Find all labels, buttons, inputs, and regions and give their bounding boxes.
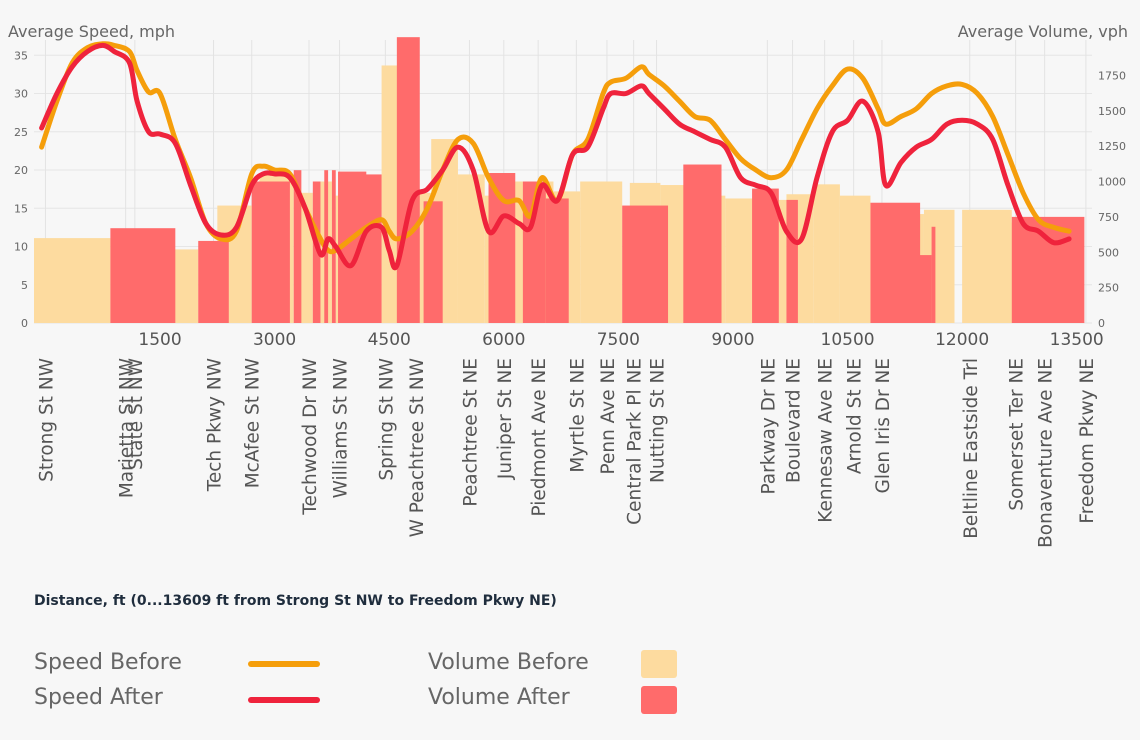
y-left-tick-1: 5	[21, 279, 28, 292]
street-label-24: Freedom Pkwy NE	[1077, 358, 1098, 524]
street-label-14: Central Park Pl NE	[625, 358, 646, 525]
street-label-6: Williams St NW	[331, 358, 352, 498]
legend-label-volume-before: Volume Before	[428, 650, 589, 675]
street-label-21: Beltline Eastside Trl	[961, 358, 982, 539]
volume-after-bar-1	[198, 240, 229, 323]
axes: 0 5 10 15 20 25 30 35 0 250 500 750 1000 1250 1500 1750…	[14, 49, 1126, 548]
volume-after-bar-19	[908, 255, 932, 323]
volume-after-bar-2	[251, 181, 290, 323]
street-label-12: Myrtle St NE	[567, 358, 588, 473]
volume-after-bar-4	[312, 181, 321, 323]
street-label-1: Marietta St NW	[117, 358, 138, 498]
street-label-11: Piedmont Ave NE	[529, 358, 550, 517]
street-label-10: Juniper St NE	[495, 358, 516, 480]
y-left-tick-7: 35	[14, 49, 28, 62]
street-label-15: Nutting St NE	[648, 358, 669, 483]
legend-speed-before[interactable]: Speed Before	[34, 650, 182, 675]
x-tick-8: 13500	[1050, 330, 1104, 350]
volume-after-bar-3	[293, 170, 302, 323]
volume-after-bar-10	[423, 201, 443, 323]
speed-lines	[39, 41, 1072, 271]
volume-after-bar-14	[622, 205, 669, 323]
street-label-19: Arnold St NE	[845, 358, 866, 474]
street-label-2: State St NW	[126, 358, 147, 470]
y-right-tick-1: 250	[1098, 282, 1119, 295]
volume-before-bar-29	[962, 209, 1012, 323]
speed-after-line	[39, 42, 1072, 271]
street-label-20: Glen Iris Dr NE	[873, 358, 894, 493]
street-label-23: Bonaventure Ave NE	[1036, 358, 1057, 548]
x-tick-7: 12000	[935, 330, 989, 350]
legend-volume-before[interactable]: Volume Before	[428, 650, 589, 675]
volume-after-bar-0	[110, 228, 176, 323]
legend-swatch-speed-before	[248, 661, 320, 667]
legend-speed-after[interactable]: Speed After	[34, 685, 163, 710]
street-label-18: Kennesaw Ave NE	[816, 358, 837, 523]
x-tick-2: 4500	[368, 330, 411, 350]
volume-before-bar-17	[580, 181, 623, 323]
volume-after-bar-17	[786, 199, 798, 323]
x-tick-5: 9000	[711, 330, 754, 350]
volume-after-bars	[110, 37, 1085, 324]
legend-label-speed-after: Speed After	[34, 685, 163, 710]
street-label-13: Penn Ave NE	[598, 358, 619, 475]
volume-before-bar-24	[813, 184, 840, 323]
volume-after-bar-20	[931, 226, 936, 323]
street-label-9: Peachtree St NE	[460, 358, 481, 507]
legend-volume-after[interactable]: Volume After	[428, 685, 570, 710]
x-axis-title: Distance, ft (0...13609 ft from Strong S…	[34, 593, 557, 609]
street-label-17: Boulevard NE	[784, 358, 805, 483]
volume-before-bar-0	[34, 238, 111, 323]
y-right-tick-2: 500	[1098, 246, 1119, 259]
street-label-3: Tech Pkwy NW	[205, 358, 226, 492]
street-label-4: McAfee St NW	[243, 358, 264, 488]
y-right-tick-3: 750	[1098, 211, 1119, 224]
legend-swatch-speed-after	[248, 697, 320, 703]
y-right-tick-4: 1000	[1098, 176, 1126, 189]
volume-after-bar-9	[396, 37, 420, 324]
x-tick-1: 3000	[253, 330, 296, 350]
volume-after-bar-16	[752, 188, 779, 323]
y-left-tick-2: 10	[14, 241, 28, 254]
y-right-tick-6: 1500	[1098, 105, 1126, 118]
street-label-22: Somerset Ter NE	[1007, 358, 1028, 511]
y-left-tick-6: 30	[14, 88, 28, 101]
street-label-5: Techwood Dr NW	[300, 358, 321, 516]
y-left-tick-4: 20	[14, 164, 28, 177]
x-tick-3: 6000	[482, 330, 525, 350]
y-left-tick-3: 15	[14, 202, 28, 215]
street-label-7: Spring St NW	[376, 358, 397, 481]
x-tick-0: 1500	[138, 330, 181, 350]
y-left-axis-title: Average Speed, mph	[8, 22, 175, 41]
volume-after-bar-21	[1011, 216, 1085, 323]
x-tick-6: 10500	[821, 330, 875, 350]
y-right-tick-7: 1750	[1098, 69, 1126, 82]
y-right-tick-5: 1250	[1098, 140, 1126, 153]
legend-swatch-volume-before	[641, 650, 677, 678]
combo-chart: 0 5 10 15 20 25 30 35 0 250 500 750 1000 1250 1500 1750…	[8, 22, 1128, 548]
volume-before-bar-25	[839, 195, 871, 323]
legend-label-volume-after: Volume After	[428, 685, 570, 710]
y-left-tick-5: 25	[14, 126, 28, 139]
street-label-16: Parkway Dr NE	[758, 358, 779, 495]
volume-after-bar-15	[683, 164, 722, 323]
y-right-axis-title: Average Volume, vph	[958, 22, 1128, 41]
x-tick-4: 7500	[597, 330, 640, 350]
volume-after-bar-13	[545, 198, 569, 323]
y-left-tick-0: 0	[21, 317, 28, 330]
legend-label-speed-before: Speed Before	[34, 650, 182, 675]
legend-swatch-volume-after	[641, 686, 677, 714]
street-label-0: Strong St NW	[36, 358, 57, 482]
y-right-tick-0: 0	[1098, 317, 1105, 330]
street-label-8: W Peachtree St NW	[407, 358, 428, 537]
